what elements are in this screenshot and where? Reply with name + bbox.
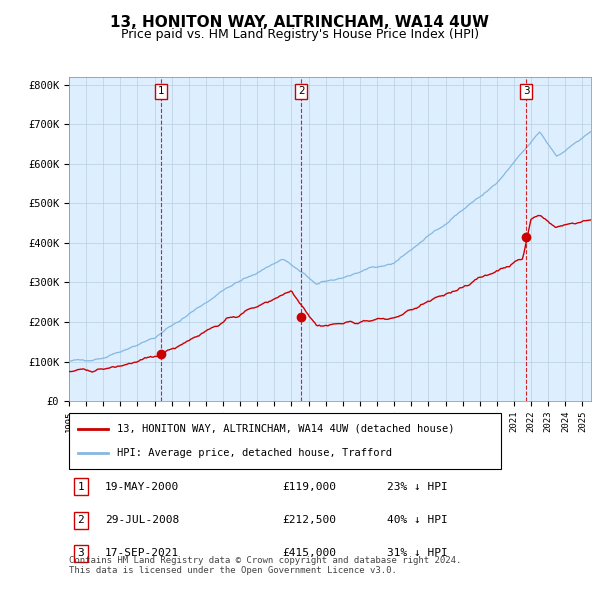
Text: 31% ↓ HPI: 31% ↓ HPI bbox=[387, 549, 448, 558]
Text: 1: 1 bbox=[158, 86, 164, 96]
Text: £212,500: £212,500 bbox=[282, 516, 336, 525]
Text: 13, HONITON WAY, ALTRINCHAM, WA14 4UW: 13, HONITON WAY, ALTRINCHAM, WA14 4UW bbox=[110, 15, 490, 30]
Text: 40% ↓ HPI: 40% ↓ HPI bbox=[387, 516, 448, 525]
Text: HPI: Average price, detached house, Trafford: HPI: Average price, detached house, Traf… bbox=[116, 448, 392, 458]
Text: £415,000: £415,000 bbox=[282, 549, 336, 558]
Text: 2: 2 bbox=[77, 516, 85, 525]
Text: 2: 2 bbox=[298, 86, 305, 96]
Text: 17-SEP-2021: 17-SEP-2021 bbox=[105, 549, 179, 558]
Text: Contains HM Land Registry data © Crown copyright and database right 2024.
This d: Contains HM Land Registry data © Crown c… bbox=[69, 556, 461, 575]
FancyBboxPatch shape bbox=[69, 413, 501, 469]
Text: 19-MAY-2000: 19-MAY-2000 bbox=[105, 482, 179, 491]
Text: 1: 1 bbox=[77, 482, 85, 491]
Text: Price paid vs. HM Land Registry's House Price Index (HPI): Price paid vs. HM Land Registry's House … bbox=[121, 28, 479, 41]
Text: 23% ↓ HPI: 23% ↓ HPI bbox=[387, 482, 448, 491]
Text: 3: 3 bbox=[77, 549, 85, 558]
Text: 3: 3 bbox=[523, 86, 529, 96]
Text: 13, HONITON WAY, ALTRINCHAM, WA14 4UW (detached house): 13, HONITON WAY, ALTRINCHAM, WA14 4UW (d… bbox=[116, 424, 454, 434]
Text: 29-JUL-2008: 29-JUL-2008 bbox=[105, 516, 179, 525]
Text: £119,000: £119,000 bbox=[282, 482, 336, 491]
